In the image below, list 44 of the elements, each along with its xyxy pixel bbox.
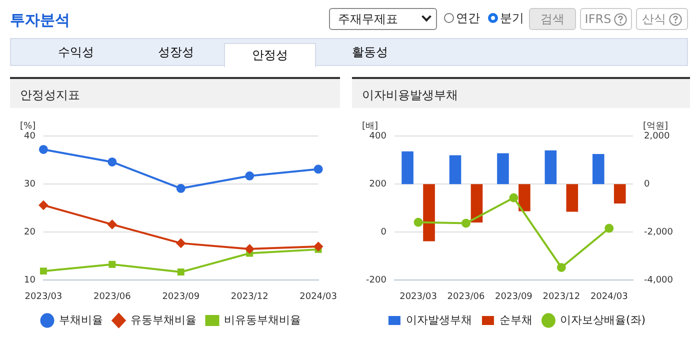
legend-label: 순부채: [499, 313, 532, 326]
x-tick-label: 2023/12: [230, 292, 268, 302]
text: 연간: [456, 10, 480, 27]
chart-title: 안정성지표: [10, 77, 340, 108]
legend-label: 이자발생부채: [406, 313, 472, 326]
y2-tick-label: -2,000: [644, 227, 674, 238]
y-tick-label: 40: [24, 131, 36, 142]
text: 투자분석: [10, 11, 70, 30]
text: 성장성: [157, 44, 195, 61]
text: 활동성: [351, 44, 389, 61]
y2-tick-label: 2,000: [644, 131, 670, 142]
y-axis-title: [%]: [20, 121, 36, 132]
x-tick-label: 2023/09: [162, 292, 200, 302]
x-tick-label: 2023/06: [93, 292, 132, 302]
text: 검색: [529, 8, 576, 30]
y-tick-label: 30: [24, 179, 36, 190]
y-tick-label: -200: [366, 276, 387, 286]
y2-tick-label: 0: [644, 179, 650, 190]
x-tick-label: 2023/03: [400, 292, 437, 302]
x-tick-label: 2024/03: [300, 292, 337, 302]
legend-label: 유동부채비율: [130, 313, 196, 326]
legend-label: 이자보상배율(좌): [560, 313, 646, 326]
y-tick-label: 400: [369, 131, 387, 142]
legend-label: 비유동부채비율: [224, 313, 301, 326]
text: 수익성: [57, 44, 95, 61]
chart-title: 이자비용발생부채: [352, 77, 690, 108]
x-tick-label: 2023/12: [542, 292, 580, 302]
text: 분기: [500, 10, 524, 27]
text: IFRS: [580, 8, 632, 30]
x-tick-label: 2023/06: [447, 292, 485, 302]
y-tick-label: 200: [369, 179, 387, 190]
x-tick-label: 2023/03: [24, 292, 62, 302]
text: 산식: [636, 8, 688, 30]
y-tick-label: 10: [24, 276, 36, 286]
y-tick-label: 0: [380, 227, 387, 238]
y2-tick-label: -4,000: [644, 276, 674, 286]
text: 안정성: [224, 43, 316, 67]
legend-label: 부채비율: [58, 313, 103, 326]
y-tick-label: 20: [24, 227, 36, 238]
y2-axis-title: [억원]: [642, 121, 668, 132]
y-axis-title: [배]: [362, 121, 378, 132]
x-tick-label: 2023/09: [495, 292, 533, 302]
text: 주재무제표: [329, 8, 437, 30]
x-tick-label: 2024/03: [590, 292, 628, 302]
